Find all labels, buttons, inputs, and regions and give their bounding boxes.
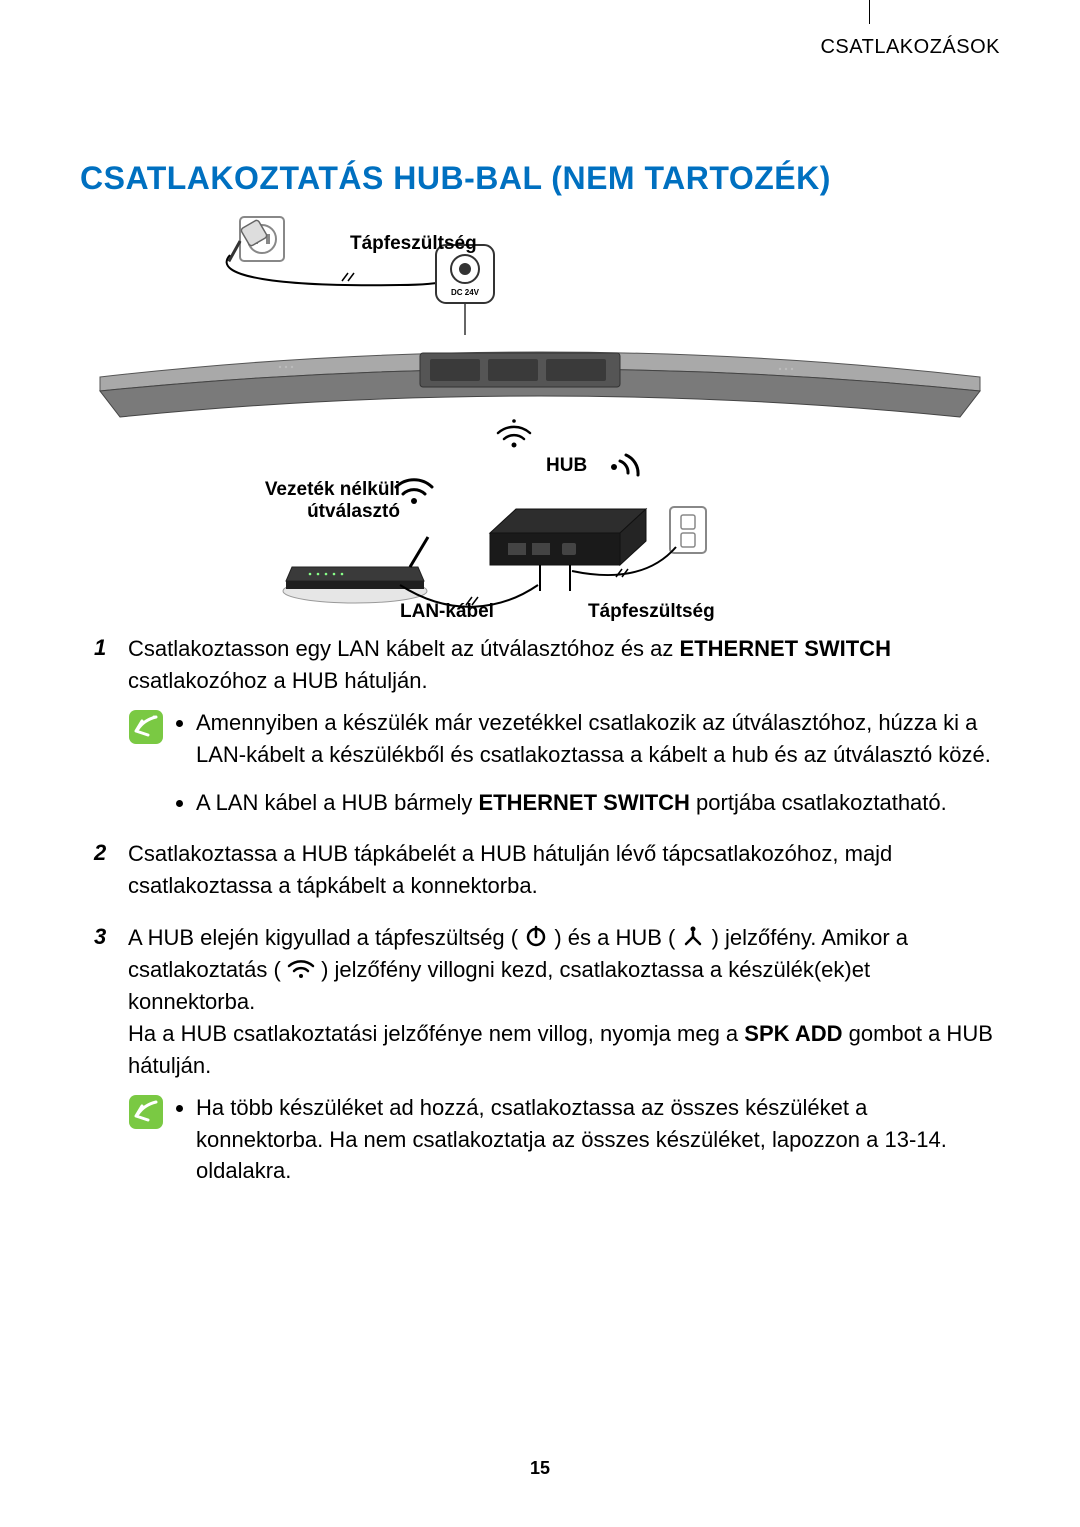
step-text: A HUB elején kigyullad a tápfeszültség (…: [128, 922, 1000, 1081]
diagram-label-hub: HUB: [546, 455, 587, 477]
step-number: 2: [94, 838, 128, 902]
note-list: Amennyiben a készülék már vezetékkel csa…: [172, 707, 1000, 819]
diagram-label-power-top: Tápfeszültség: [350, 233, 477, 255]
connection-diagram: DC 24V: [80, 207, 1000, 627]
note-item: Ha több készüléket ad hozzá, csatlakozta…: [196, 1092, 1000, 1188]
diagram-label-router-1: Vezeték nélküli: [265, 479, 400, 500]
svg-text:DC 24V: DC 24V: [451, 288, 480, 297]
section-title: CSATLAKOZTATÁS HUB-BAL (NEM TARTOZÉK): [80, 160, 1000, 197]
note-icon: [128, 1092, 172, 1188]
note-item: Amennyiben a készülék már vezetékkel csa…: [196, 707, 1000, 771]
diagram-label-power-bottom: Tápfeszültség: [588, 601, 715, 623]
diagram-label-lan: LAN-kábel: [400, 601, 494, 623]
header-section-label: CSATLAKOZÁSOK: [820, 36, 1000, 59]
note-list: Ha több készüléket ad hozzá, csatlakozta…: [172, 1092, 1000, 1188]
step-text: Csatlakoztasson egy LAN kábelt az útvála…: [128, 633, 1000, 697]
step-2: 2 Csatlakoztassa a HUB tápkábelét a HUB …: [94, 838, 1000, 902]
note-icon: [128, 707, 172, 819]
step-text: Csatlakoztassa a HUB tápkábelét a HUB há…: [128, 838, 1000, 902]
step-number: 1: [94, 633, 128, 818]
page-number: 15: [0, 1458, 1080, 1479]
steps-list: 1 Csatlakoztasson egy LAN kábelt az útvá…: [80, 633, 1000, 1187]
diagram-label-router-2: útválasztó: [307, 501, 400, 522]
step-3: 3 A HUB elején kigyullad a tápfeszültség…: [94, 922, 1000, 1187]
header-divider: [866, 0, 870, 24]
step-1: 1 Csatlakoztasson egy LAN kábelt az útvá…: [94, 633, 1000, 818]
diagram-svg: DC 24V: [80, 207, 1000, 627]
note-item: A LAN kábel a HUB bármely ETHERNET SWITC…: [196, 787, 1000, 819]
step-number: 3: [94, 922, 128, 1187]
